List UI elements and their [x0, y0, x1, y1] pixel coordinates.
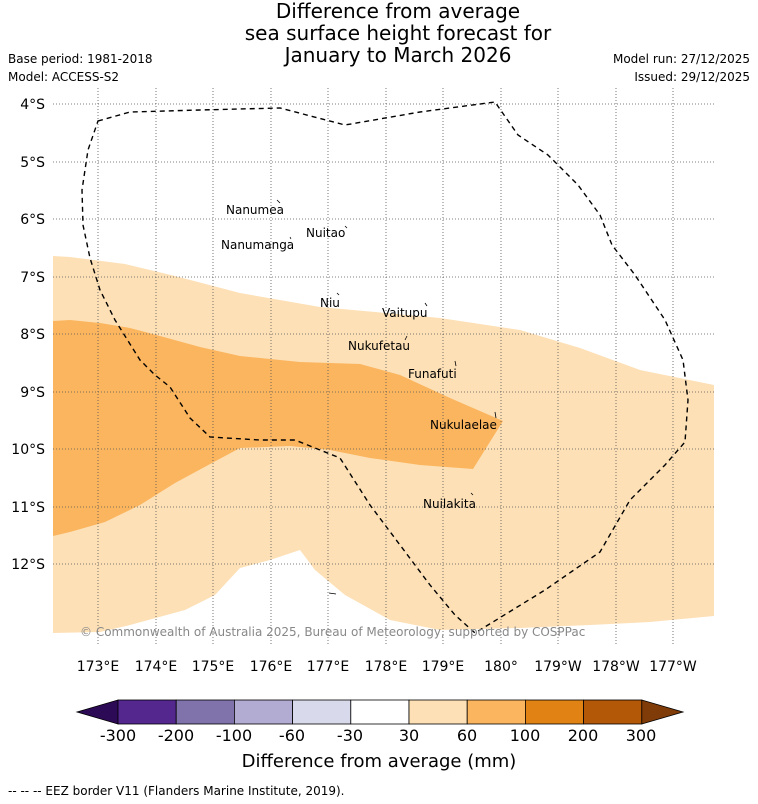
lat-label-7s: 7°S — [20, 270, 45, 286]
place-funafuti: Funafuti — [408, 367, 457, 381]
place-nuitao: Nuitao — [306, 226, 345, 240]
chart-title: Difference from average sea surface heig… — [0, 0, 758, 66]
model-name: Model: ACCESS-S2 — [8, 70, 120, 84]
cb-tick-m300: -300 — [100, 726, 136, 745]
lon-label-177e: 177°E — [307, 659, 350, 675]
copyright-credit: © Commonwealth of Australia 2025, Bureau… — [80, 625, 585, 639]
anomaly-region-60-100 — [53, 320, 503, 536]
cb-tick-m30: -30 — [337, 726, 363, 745]
place-nanumea: Nanumea — [226, 203, 284, 217]
lon-label-175e: 175°E — [192, 659, 235, 675]
place-vaitupu: Vaitupu — [382, 306, 428, 320]
base-period: Base period: 1981-2018 — [8, 52, 153, 66]
colorbar-segment — [525, 699, 585, 725]
meta-right: Model run: 27/12/2025 Issued: 29/12/2025 — [613, 50, 750, 86]
cb-tick-100: 100 — [510, 726, 541, 745]
lat-label-11s: 11°S — [11, 500, 45, 516]
place-nukufetau: Nukufetau — [348, 339, 410, 353]
lon-label-173e: 173°E — [77, 659, 120, 675]
lon-label-179w: 179°W — [534, 659, 582, 675]
colorbar-segment — [408, 699, 468, 725]
colorbar-segment — [233, 699, 293, 725]
colorbar-segment — [117, 699, 177, 725]
lon-label-180: 180° — [484, 659, 518, 675]
cb-tick-m60: -60 — [279, 726, 305, 745]
cb-tick-m100: -100 — [216, 726, 252, 745]
lat-label-12s: 12°S — [11, 557, 45, 573]
title-line-1: Difference from average — [275, 0, 521, 23]
lat-label-6s: 6°S — [20, 212, 45, 228]
place-labels: Nanumea Nuitao Nanumanga Niu Vaitupu Nuk… — [221, 203, 497, 511]
colorbar-ticks: -300 -200 -100 -60 -30 30 60 100 200 300 — [100, 726, 656, 745]
lon-label-176e: 176°E — [250, 659, 293, 675]
model-run: Model run: 27/12/2025 — [612, 52, 750, 66]
colorbar-extend-low — [75, 699, 119, 725]
colorbar-segment — [175, 699, 235, 725]
lat-label-4s: 4°S — [20, 97, 45, 113]
lat-label-9s: 9°S — [20, 385, 45, 401]
title-line-2: sea surface height forecast for — [244, 21, 552, 45]
lon-label-179e: 179°E — [422, 659, 465, 675]
cb-tick-200: 200 — [568, 726, 599, 745]
place-nuilakita: Nuilakita — [423, 497, 476, 511]
cb-tick-60: 60 — [457, 726, 477, 745]
lat-label-8s: 8°S — [20, 327, 45, 343]
meta-left: Base period: 1981-2018 Model: ACCESS-S2 — [8, 50, 153, 86]
colorbar-segment — [292, 699, 352, 725]
lon-label-174e: 174°E — [135, 659, 178, 675]
eez-footnote: -- -- -- EEZ border V11 (Flanders Marine… — [8, 784, 345, 798]
cb-tick-m200: -200 — [158, 726, 194, 745]
island-marks — [276, 199, 497, 595]
lon-label-178w: 178°W — [592, 659, 640, 675]
colorbar-segment — [350, 699, 410, 725]
issued-date: Issued: 29/12/2025 — [634, 70, 750, 84]
cb-tick-30: 30 — [399, 726, 419, 745]
place-nanumanga: Nanumanga — [221, 238, 294, 252]
title-line-3: January to March 2026 — [284, 43, 512, 67]
colorbar-segment — [583, 699, 643, 725]
lat-label-5s: 5°S — [20, 155, 45, 171]
cb-tick-300: 300 — [626, 726, 657, 745]
lon-label-178e: 178°E — [365, 659, 408, 675]
colorbar-extend-high — [641, 699, 685, 725]
place-niu: Niu — [320, 296, 340, 310]
colorbar-segment — [466, 699, 526, 725]
latitude-gridlines — [53, 103, 714, 565]
longitude-labels: 173°E 174°E 175°E 176°E 177°E 178°E 179°… — [77, 659, 697, 675]
latitude-labels: 4°S 5°S 6°S 7°S 8°S 9°S 10°S 11°S 12°S — [11, 97, 45, 573]
colorbar — [75, 699, 685, 725]
lon-label-177w: 177°W — [649, 659, 697, 675]
lat-label-10s: 10°S — [11, 442, 45, 458]
colorbar-title: Difference from average (mm) — [242, 751, 517, 772]
place-nukulaelae: Nukulaelae — [430, 418, 497, 432]
